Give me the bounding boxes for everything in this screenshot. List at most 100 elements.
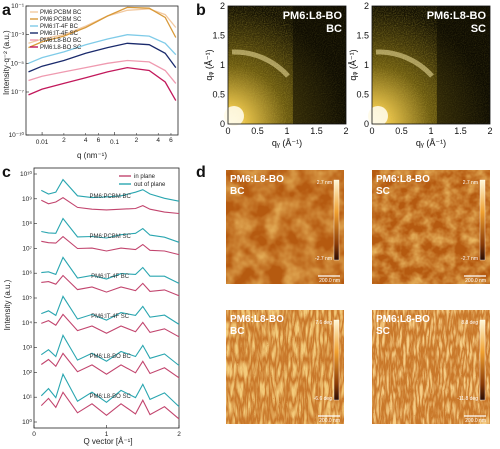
- afm-colorbar-max: 2.7 nm: [463, 180, 478, 186]
- afm-title-line2: BC: [230, 326, 244, 337]
- panel-a-legend-label: PM6:PCBM BC: [40, 10, 82, 16]
- panel-a-series-line: [28, 34, 177, 64]
- panel-c-legend: in plane out of plane: [119, 174, 166, 188]
- giwaxs-ytick-label: 1: [220, 60, 225, 70]
- panel-a-legend-label: PM6:L8-BO SC: [40, 45, 82, 51]
- panel-c-trace-label: PM6:IT-4F SC: [91, 314, 130, 320]
- panel-c-trace: [41, 313, 180, 338]
- panel-c-trace: [41, 197, 180, 215]
- panel-c-trace-label: PM6:L8-BO BC: [89, 354, 131, 360]
- panel-a-series-line: [28, 6, 177, 49]
- giwaxs-ytick-label: 1.5: [356, 31, 369, 41]
- panel-a-ytick-label: 10⁻¹: [11, 3, 25, 10]
- giwaxs-ring: [231, 49, 290, 78]
- panel-a-legend-label: PM6:PCBM SC: [40, 17, 82, 23]
- panel-c-xtick-label: 2: [177, 431, 181, 438]
- panel-c-ytick-label: 10⁷: [22, 245, 32, 252]
- panel-a-xlabel: q (nm⁻¹): [77, 151, 107, 160]
- panel-c-trace: [41, 295, 180, 325]
- afm-texture: [372, 310, 490, 424]
- afm-title-line2: SC: [376, 186, 390, 197]
- giwaxs-ytick-label: 1.5: [212, 31, 225, 41]
- afm-colorbar: [479, 179, 486, 261]
- panel-c-trace: [40, 372, 180, 407]
- giwaxs-ring: [375, 49, 434, 78]
- panel-a-ytick-label: 10⁻³: [11, 32, 25, 39]
- giwaxs-ylabel: qᵩ (Å⁻¹): [204, 49, 214, 80]
- panel-c-frame: [33, 167, 180, 429]
- afm-scale-label: 200.0 nm: [465, 418, 486, 424]
- giwaxs-xtick-label: 0: [225, 126, 230, 136]
- giwaxs-ytick-label: 1: [364, 60, 369, 70]
- panel-label-b: b: [196, 2, 206, 19]
- afm-colorbar-min: -2.7 nm: [315, 256, 332, 262]
- panel-c-ytick-label: 10⁸: [22, 221, 32, 228]
- panel-c-trace-label: PM6:PCBM BC: [89, 194, 131, 200]
- giwaxs-frame: [371, 5, 491, 125]
- afm-colorbar-min: -6.6 deg: [314, 396, 333, 402]
- panel-c-ytick-label: 10⁹: [22, 196, 32, 203]
- panel-c-legend-label: out of plane: [134, 182, 166, 188]
- panel-a-legend-label: PM6:L8-BO BC: [40, 38, 82, 44]
- panel-a-ytick-label: 10⁻⁵: [11, 60, 25, 67]
- panel-a-minor-tick-label: 6: [169, 137, 173, 144]
- panel-c-trace: [41, 217, 180, 243]
- afm-colorbar-max: 7.6 deg: [315, 320, 332, 326]
- panel-c-trace: [41, 256, 180, 284]
- panel-c-ytick-label: 10⁵: [22, 295, 32, 302]
- panel-a-legend-label: PM6:IT-4F SC: [40, 31, 79, 37]
- afm-scale-label: 200.0 nm: [465, 278, 486, 284]
- panel-a-ylabel: Intensity·q⁻² (a.u.): [2, 30, 11, 95]
- afm-title-line2: BC: [230, 186, 244, 197]
- panel-a-series-line: [28, 59, 177, 84]
- panel-a-minor-tick-label: 6: [97, 137, 101, 144]
- panel-a-series-line: [28, 66, 177, 101]
- panel-label-d: d: [196, 164, 206, 181]
- giwaxs-xtick-label: 1.5: [310, 126, 323, 136]
- panel-c-ytick-label: 10²: [23, 369, 33, 376]
- panel-c-trace: [41, 235, 180, 256]
- giwaxs-ytick-label: 2: [364, 1, 369, 11]
- afm-title-line1: PM6:L8-BO: [230, 314, 284, 325]
- panel-c-legend-label: in plane: [134, 174, 156, 180]
- afm-colorbar-min: -2.7 nm: [461, 256, 478, 262]
- giwaxs-xlabel: qᵧ (Å⁻¹): [272, 138, 302, 148]
- afm-colorbar-min: -11.8 deg: [457, 396, 478, 402]
- afm-colorbar-max: 2.7 nm: [317, 180, 332, 186]
- afm-title-line1: PM6:L8-BO: [230, 174, 284, 185]
- panel-a-minor-tick-label: 2: [62, 137, 66, 144]
- panel-c-trace: [41, 274, 180, 297]
- giwaxs-ylabel: qᵩ (Å⁻¹): [348, 49, 358, 80]
- panel-a-series-line: [28, 42, 177, 73]
- afm-texture: [226, 310, 344, 424]
- panel-c-trace: [40, 391, 180, 420]
- panel-a-minor-tick-label: 4: [156, 137, 160, 144]
- giwaxs-dark-region: [436, 6, 490, 124]
- panel-a-xtick-label: 0.01: [36, 139, 49, 146]
- afm-texture: [372, 170, 490, 284]
- panel-a-legend-label: PM6:IT-4F BC: [40, 24, 79, 30]
- panel-c-ytick-label: 10¹⁰: [20, 170, 32, 178]
- giwaxs-frame: [227, 5, 347, 125]
- giwaxs-xtick-label: 0.5: [251, 126, 264, 136]
- panel-label-a: a: [2, 2, 11, 19]
- giwaxs-ytick-label: 0: [220, 119, 225, 129]
- panel-c-ytick-label: 10¹: [23, 394, 33, 401]
- giwaxs-xtick-label: 2: [343, 126, 348, 136]
- panel-a-minor-tick-label: 2: [135, 137, 139, 144]
- giwaxs-ytick-label: 0: [364, 119, 369, 129]
- panel-c-xlabel: Q vector [Å⁻¹]: [83, 437, 132, 446]
- giwaxs-xtick-label: 0.5: [395, 126, 408, 136]
- afm-title-line1: PM6:L8-BO: [376, 174, 430, 185]
- panel-label-c: c: [2, 164, 11, 181]
- panel-c-ylabel: Intensity (a.u.): [3, 279, 12, 330]
- giwaxs-xtick-label: 1: [284, 126, 289, 136]
- giwaxs-xtick-label: 2: [487, 126, 492, 136]
- giwaxs-xlabel: qᵧ (Å⁻¹): [416, 138, 446, 148]
- afm-title-line2: SC: [376, 326, 390, 337]
- panel-c-trace: [40, 333, 180, 366]
